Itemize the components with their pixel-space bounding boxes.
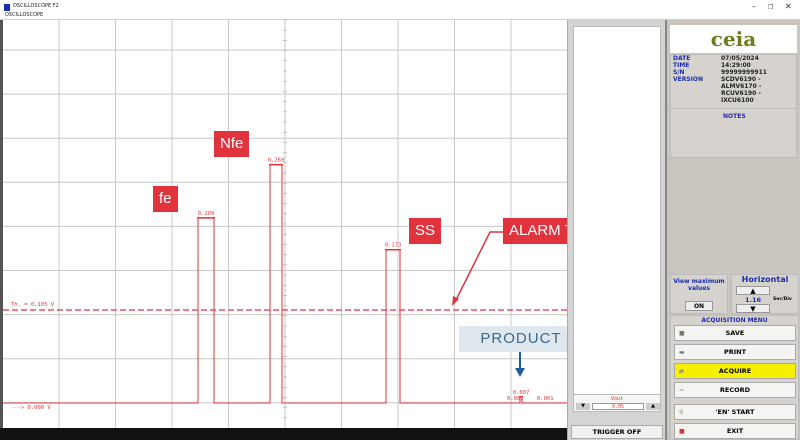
vout-label: Vout <box>610 396 624 402</box>
en-start-label: 'EN' START <box>715 408 755 416</box>
info-value: 14:29:00 <box>721 62 751 69</box>
info-key: TIME <box>673 62 690 69</box>
print-button[interactable]: ▬ PRINT <box>674 344 796 360</box>
peak-value-label: 0.269 <box>268 158 285 164</box>
aux-value-label: 0.001 <box>507 396 524 402</box>
en-start-button[interactable]: ⚲ 'EN' START <box>674 404 796 420</box>
info-row: TIME 14:29:00 <box>671 62 796 69</box>
threshold-label: Th. = 0.105 V <box>11 302 55 308</box>
view-max-on-button[interactable]: ON <box>685 301 713 311</box>
info-value: IXCU6100 <box>721 97 754 104</box>
zero-label: ---> 0.000 V <box>11 405 51 411</box>
info-value: 99999999911 <box>721 69 767 76</box>
acquire-label: ACQUIRE <box>718 367 752 375</box>
info-value: SCDV6190 - <box>721 76 761 83</box>
exit-label: EXIT <box>726 427 744 435</box>
print-label: PRINT <box>723 348 747 356</box>
fe-callout: fe <box>153 186 178 212</box>
product-arrowhead <box>515 368 525 377</box>
app-icon <box>4 4 10 11</box>
info-key: S/N <box>673 69 685 76</box>
info-key: DATE <box>673 55 691 62</box>
peak-value-label: 0.173 <box>385 243 402 249</box>
window-subtitle: OSCILLOSCOPE <box>5 12 44 18</box>
oscilloscope-plot: Th. = 0.105 V ---> 0.000 V 0.209 0.269 0.173… <box>0 20 567 428</box>
peak-value-label: 0.007 <box>513 390 530 396</box>
exit-icon: ■ <box>679 428 685 435</box>
info-value: 07/05/2024 <box>721 55 759 62</box>
vout-down-button[interactable]: ▼ <box>576 403 590 410</box>
exit-button[interactable]: ■ EXIT <box>674 423 796 439</box>
ceia-logo: ceia <box>670 25 797 53</box>
vout-value-field[interactable]: 0.05 <box>592 403 644 410</box>
vout-control: Vout ▼ 0.05 ▲ <box>573 394 661 412</box>
close-button[interactable]: ✕ <box>785 2 792 11</box>
info-key <box>671 83 721 90</box>
info-value: RCUV6190 - <box>721 90 761 97</box>
signal-trace <box>3 164 567 404</box>
record-label: RECORD <box>719 386 751 394</box>
horizontal-unit: Sec/Div <box>773 297 792 302</box>
horizontal-up-button[interactable]: ▲ <box>736 286 770 295</box>
save-button[interactable]: ■ SAVE <box>674 325 796 341</box>
notes-label: NOTES <box>670 108 797 158</box>
nfe-callout: Nfe <box>214 131 250 157</box>
acquire-button[interactable]: ⇄ ACQUIRE <box>674 363 796 379</box>
info-key <box>671 90 721 97</box>
record-button[interactable]: ~ RECORD <box>674 382 796 398</box>
acquisition-menu: ACQUISITION MENU ■ SAVE ▬ PRINT ⇄ ACQUIRE ~… <box>670 315 799 440</box>
trigger-off-button[interactable]: TRIGGER OFF <box>571 425 663 439</box>
peak-value-label: 0.209 <box>198 211 215 217</box>
save-label: SAVE <box>725 329 745 337</box>
view-maximum-values: View maximum values ON <box>670 274 728 314</box>
horizontal-value: 1.16 <box>744 296 762 304</box>
search-icon: ⚲ <box>679 409 684 416</box>
product-callout: PRODUCT <box>459 326 583 352</box>
info-row: DATE 07/05/2024 <box>671 55 796 62</box>
acquisition-menu-title: ACQUISITION MENU <box>701 317 768 324</box>
horizontal-control: Horizontal ▲ 1.16 Sec/Div ▼ <box>731 274 799 314</box>
info-value: ALMV6170 - <box>721 83 762 90</box>
alarm-arrowhead <box>452 296 459 306</box>
right-panel: ceia DATE 07/05/2024 TIME 14:29:00 S/N 999999… <box>665 20 800 440</box>
aux-value-label: 0.001 <box>537 396 554 402</box>
view-max-label: View maximum values <box>673 278 725 292</box>
vertical-control-panel: Vout ▼ 0.05 ▲ TRIGGER OFF <box>567 20 665 440</box>
info-row: VERSION SCDV6190 - <box>671 76 796 83</box>
info-key <box>671 97 721 104</box>
alarm-arrow <box>454 231 503 303</box>
title-bar: OSCILLOSCOPE F2 OSCILLOSCOPE – ❐ ✕ <box>0 0 800 20</box>
info-row: RCUV6190 - <box>671 90 796 97</box>
horizontal-label: Horizontal <box>741 275 789 284</box>
floppy-icon: ■ <box>679 330 685 337</box>
window-title: OSCILLOSCOPE F2 <box>13 3 59 9</box>
restore-button[interactable]: ❐ <box>768 4 774 11</box>
ss-callout: SS <box>409 218 442 244</box>
record-icon: ~ <box>679 387 685 394</box>
status-bar <box>0 428 567 440</box>
plot-canvas: Th. = 0.105 V ---> 0.000 V 0.209 0.269 0.173… <box>3 20 567 428</box>
info-key: VERSION <box>673 76 704 83</box>
info-row: S/N 99999999911 <box>671 69 796 76</box>
printer-icon: ▬ <box>679 349 685 356</box>
minimize-button[interactable]: – <box>752 2 756 11</box>
refresh-icon: ⇄ <box>679 368 685 375</box>
horizontal-down-button[interactable]: ▼ <box>736 304 770 313</box>
vout-up-button[interactable]: ▲ <box>646 403 660 410</box>
info-row: ALMV6170 - <box>671 83 796 90</box>
channel-panel <box>573 26 661 398</box>
logo-text: ceia <box>710 27 757 51</box>
info-row: IXCU6100 <box>671 97 796 104</box>
